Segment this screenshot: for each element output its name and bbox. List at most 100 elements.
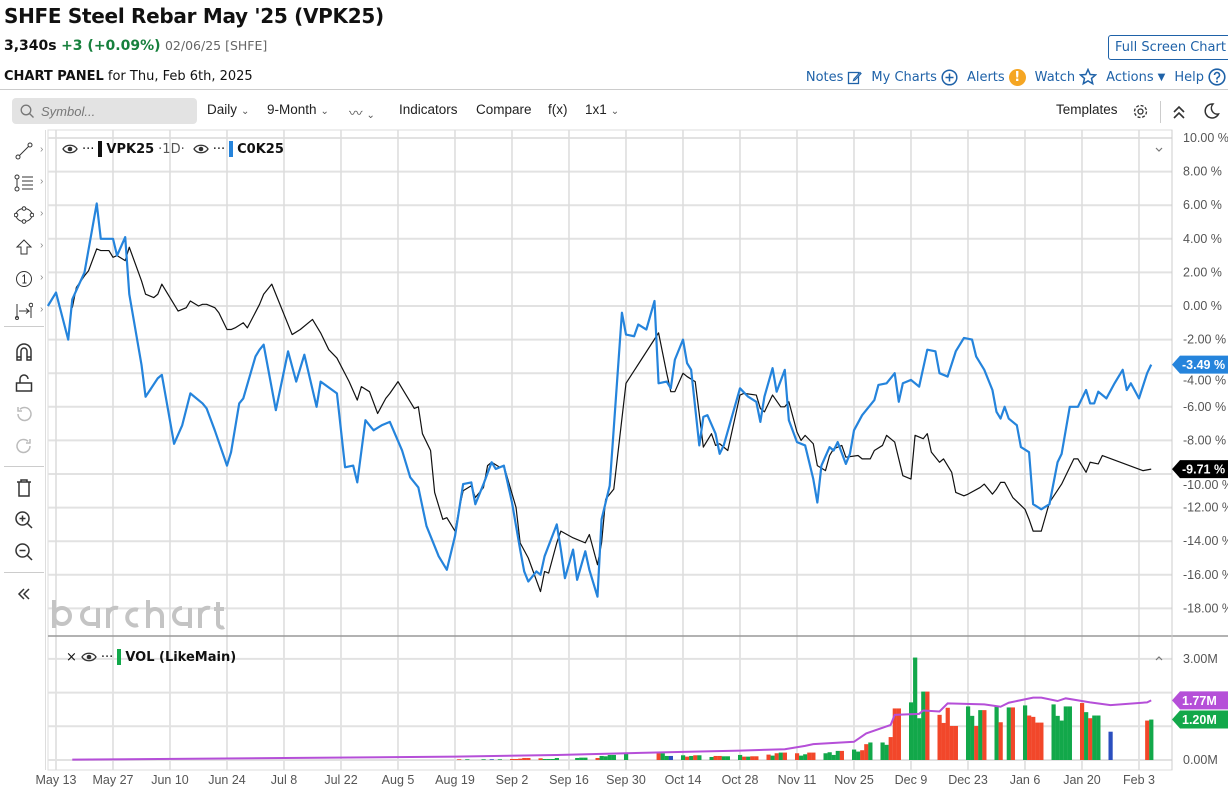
chart-type-dropdown[interactable]: 〰 ⌄	[349, 102, 375, 122]
x-tick-label: Jun 24	[208, 773, 246, 787]
indicators-button[interactable]: Indicators	[399, 102, 458, 117]
line-chart-icon: 〰	[349, 106, 363, 121]
x-tick-label: Sep 16	[549, 773, 589, 787]
vol-y-tick-label: 3.00M	[1183, 652, 1218, 666]
tool-divider	[4, 572, 44, 573]
chart-canvas[interactable]: 10.00 % 8.00 % 6.00 % 4.00 % 2.00 % 0.00 % -2.…	[0, 128, 1228, 794]
notes-label: Notes	[805, 69, 844, 85]
delete-drawings-button[interactable]	[12, 476, 36, 500]
last-value-badge-bg	[1172, 460, 1228, 479]
range-dropdown[interactable]: 9-Month ⌄	[267, 102, 329, 117]
volume-bar	[689, 755, 694, 760]
volume-bar	[945, 707, 950, 760]
main-symbol-label[interactable]: VPK25	[106, 141, 155, 157]
volume-bar	[1051, 704, 1056, 760]
toolbar-divider	[1160, 101, 1161, 123]
dark-mode-moon-icon[interactable]	[1202, 102, 1220, 120]
my-charts-label: My Charts	[871, 69, 937, 85]
volume-bar	[823, 753, 828, 760]
redo-button[interactable]	[12, 434, 36, 458]
axes: 10.00 % 8.00 % 6.00 % 4.00 % 2.00 % 0.00 % -2.…	[36, 131, 1228, 787]
volume-bar	[697, 755, 702, 760]
function-button[interactable]: f(x)	[548, 102, 568, 117]
caret-up-icon[interactable]	[1154, 654, 1164, 662]
volume-label: VOL (LikeMain)	[125, 649, 237, 665]
more-options-icon[interactable]: ···	[100, 649, 114, 665]
full-screen-chart-button[interactable]: Full Screen Chart ⤢	[1108, 35, 1228, 60]
more-options-icon[interactable]: ···	[212, 141, 226, 157]
shape-tool[interactable]: ›	[12, 203, 43, 227]
interval-dropdown[interactable]: Daily ⌄	[207, 102, 249, 117]
volume-bar	[803, 754, 808, 760]
measure-tool[interactable]: ›	[12, 299, 43, 323]
collapse-header-icon[interactable]	[1172, 104, 1186, 120]
undo-button[interactable]	[12, 402, 36, 426]
close-icon[interactable]: ×	[66, 649, 77, 665]
fib-tool[interactable]: ›	[12, 171, 43, 195]
volume-bar	[892, 708, 897, 760]
trend-line-tool[interactable]: ›	[12, 139, 43, 163]
lock-tool[interactable]	[12, 371, 36, 395]
volume-bar	[782, 752, 787, 760]
arrow-tool[interactable]: ›	[12, 235, 43, 259]
volume-bar	[1027, 715, 1032, 760]
volume-bar	[970, 715, 975, 760]
last-value-badge: -3.49 %	[1182, 358, 1225, 372]
volume-bar	[656, 753, 661, 760]
volume-bar	[880, 742, 885, 760]
range-value: 9-Month	[267, 102, 317, 117]
templates-button[interactable]: Templates	[1056, 102, 1118, 117]
help-link[interactable]: Help	[1174, 68, 1226, 86]
eye-icon[interactable]	[192, 143, 209, 155]
volume-bar	[774, 753, 779, 760]
magnet-icon	[16, 343, 32, 361]
last-value-badge-bg	[1172, 355, 1228, 374]
zoom-in-button[interactable]	[12, 508, 36, 532]
compare-symbol-label[interactable]: C0K25	[237, 141, 284, 157]
notes-link[interactable]: Notes	[806, 70, 863, 85]
volume-bar	[737, 754, 743, 760]
collapse-sidebar-button[interactable]	[12, 582, 36, 606]
eye-icon[interactable]	[81, 651, 97, 663]
zoom-out-button[interactable]	[12, 540, 36, 564]
chevron-right-icon: ›	[40, 272, 44, 283]
annotation-tool[interactable]: ›	[12, 267, 43, 291]
magnet-tool[interactable]	[12, 340, 36, 364]
volume-bar	[937, 714, 942, 760]
volume-bar	[750, 756, 755, 760]
volume-bar	[974, 725, 979, 760]
collapse-chevron-icon[interactable]	[1154, 146, 1164, 154]
y-tick-label: 10.00 %	[1183, 131, 1228, 145]
search-placeholder: Symbol...	[41, 103, 96, 119]
volume-bar	[481, 759, 486, 760]
redo-icon	[16, 438, 31, 454]
x-tick-label: Aug 19	[435, 773, 475, 787]
volume-bar	[713, 755, 718, 760]
alerts-link[interactable]: Alerts!	[967, 68, 1026, 86]
my-charts-link[interactable]: My Charts	[871, 68, 958, 86]
tool-divider	[4, 326, 44, 327]
volume-bar	[994, 705, 999, 760]
volume-bar	[1059, 720, 1064, 760]
actions-menu[interactable]: Actions ▼	[1106, 70, 1165, 85]
settings-gear-icon[interactable]	[1132, 103, 1149, 120]
volume-bar	[1010, 707, 1015, 760]
grid-lines	[47, 129, 1228, 771]
layout-dropdown[interactable]: 1x1 ⌄	[585, 102, 619, 117]
volume-bar	[953, 725, 958, 760]
symbol-search-input[interactable]: Symbol...	[12, 98, 197, 124]
y-tick-label: 4.00 %	[1183, 232, 1222, 246]
eye-icon[interactable]	[62, 143, 78, 155]
volume-bar	[860, 750, 865, 760]
volume-bar	[1088, 718, 1093, 760]
volume-bar	[908, 702, 914, 760]
chart-panel-heading: CHART PANEL for Thu, Feb 6th, 2025	[4, 69, 253, 84]
price-change: +3 (+0.09%)	[61, 38, 161, 54]
x-tick-label: Feb 3	[1123, 773, 1155, 787]
watch-link[interactable]: Watch	[1035, 68, 1098, 86]
more-options-icon[interactable]: ···	[82, 141, 95, 157]
volume-bar	[1079, 703, 1085, 760]
y-tick-label: -8.00 %	[1183, 433, 1226, 447]
plus-circle-icon	[941, 68, 958, 86]
compare-button[interactable]: Compare	[476, 102, 532, 117]
